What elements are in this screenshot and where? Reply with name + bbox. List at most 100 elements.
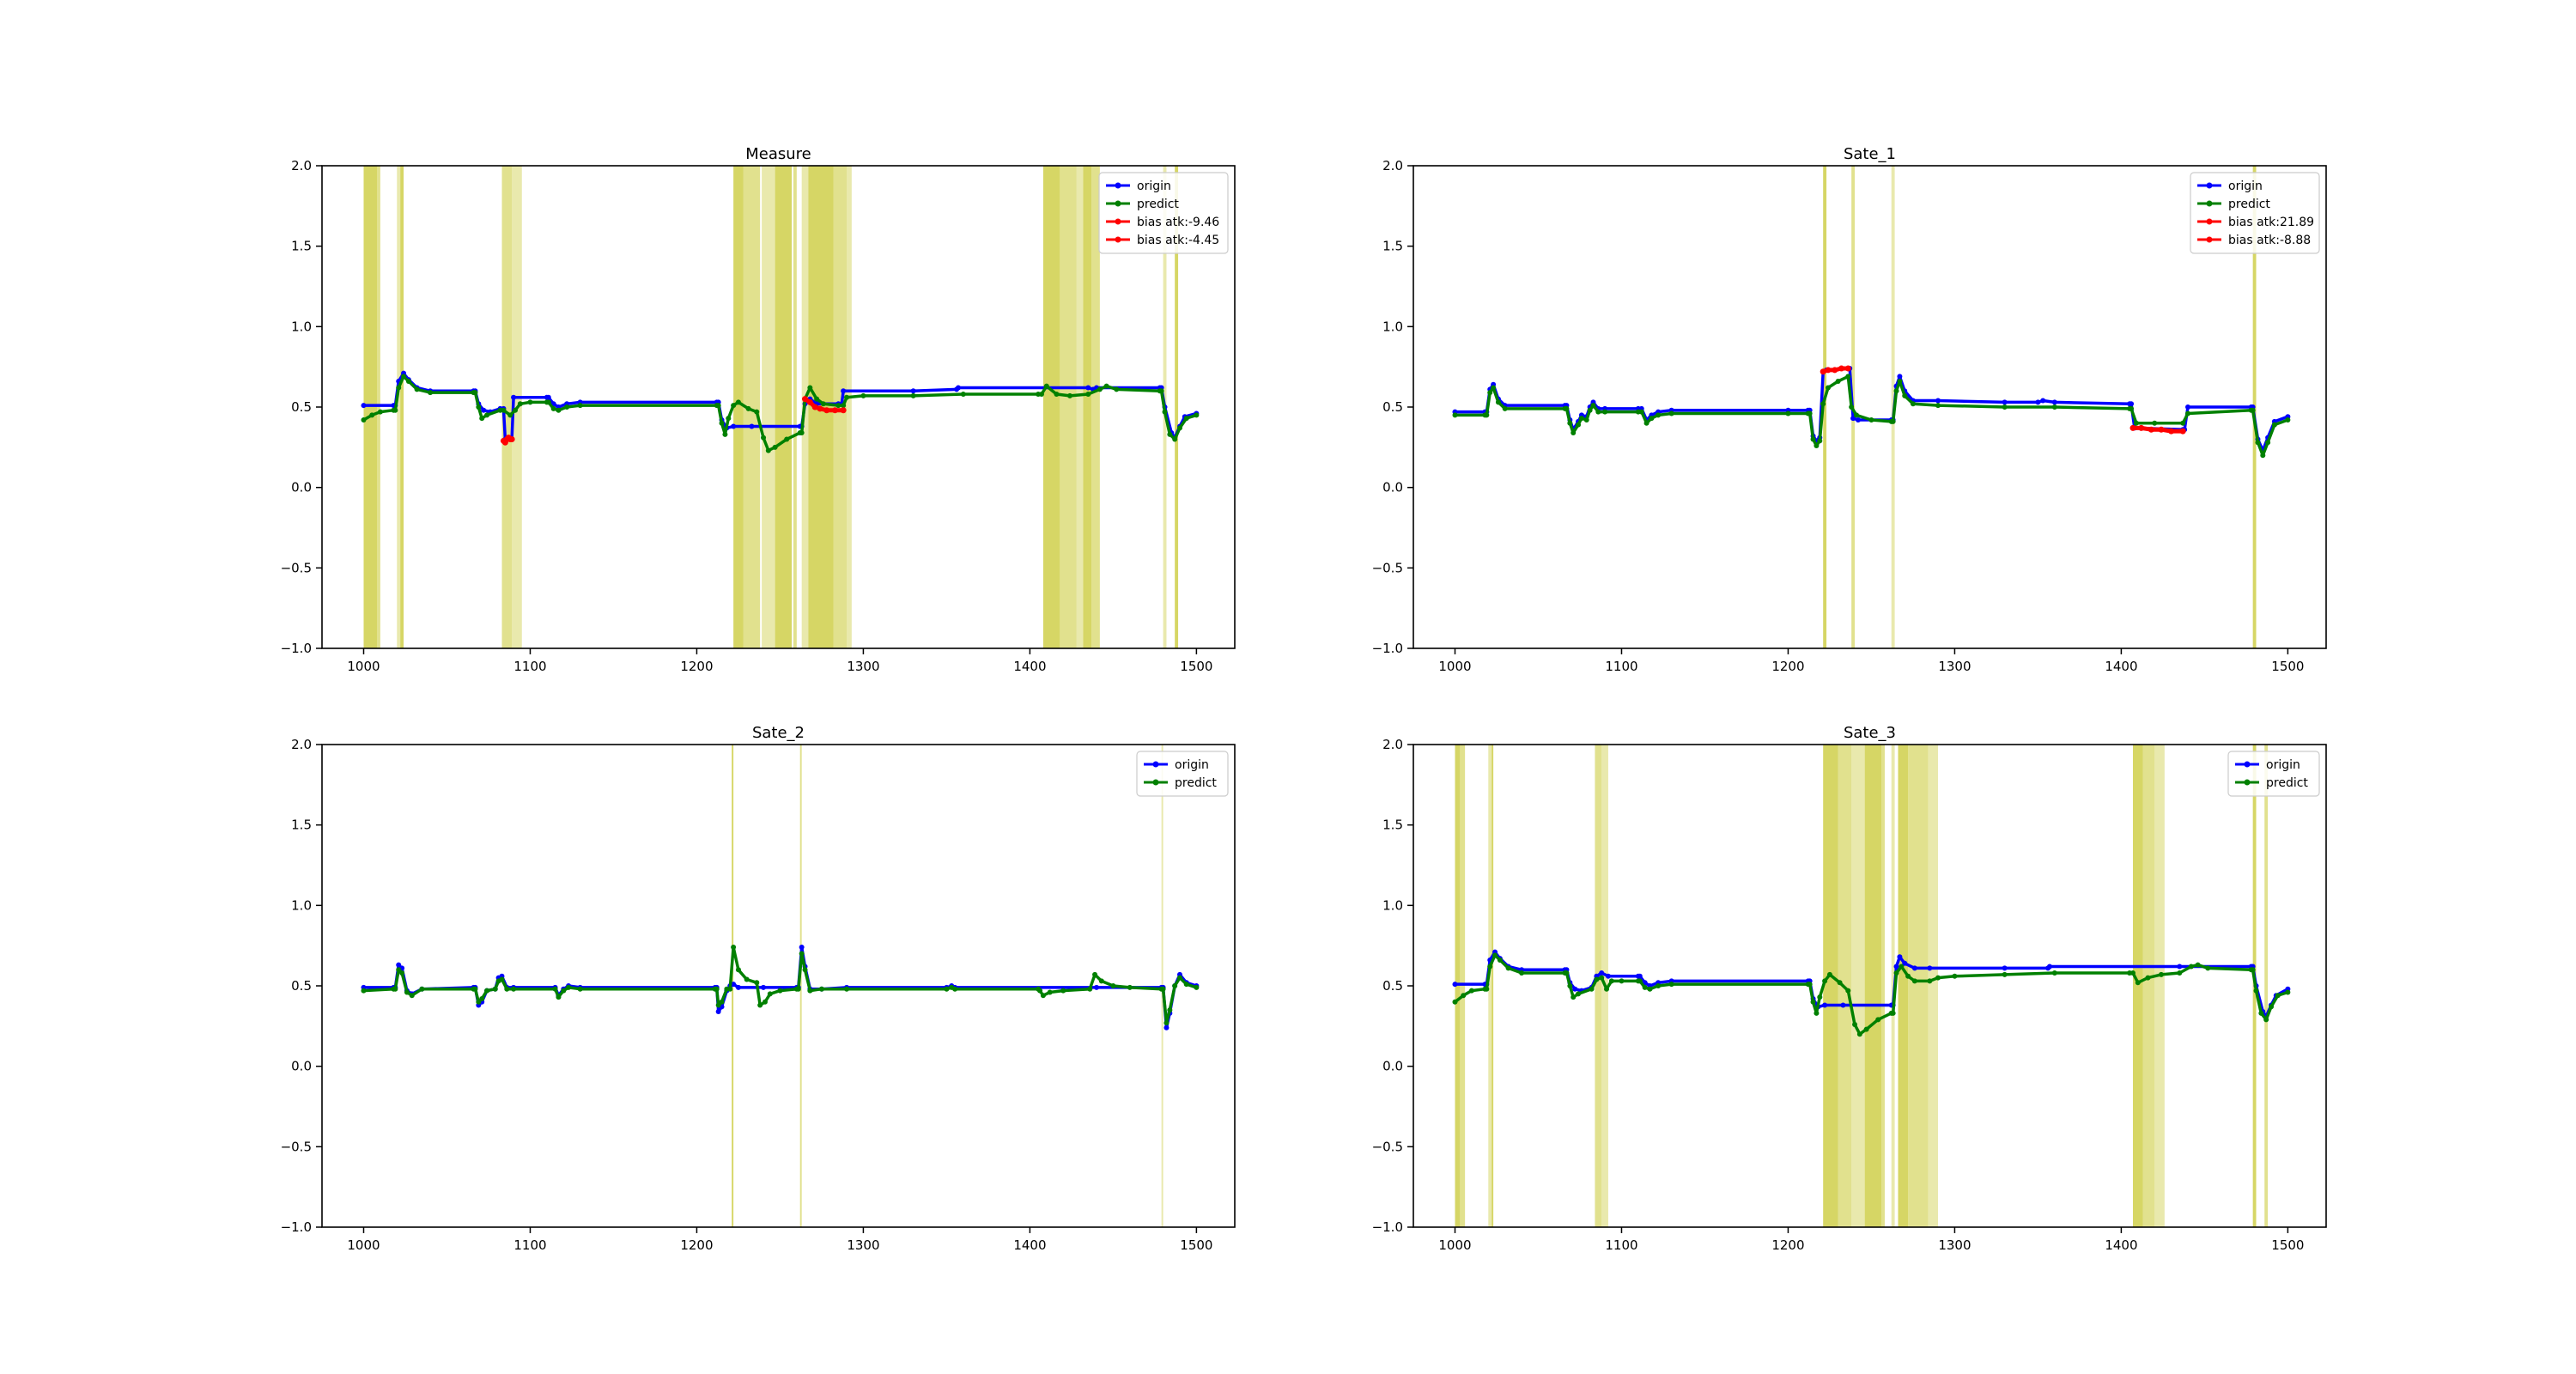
series-point-predict [527,399,533,405]
series-point-attack [2148,426,2154,433]
series-point-origin [731,423,737,429]
series-point-predict [2188,964,2194,970]
series-point-predict [2250,407,2256,413]
series-point-predict [492,986,498,992]
series-point-origin [1935,398,1941,404]
y-tick-label: 1.0 [291,897,312,913]
series-point-predict [1194,412,1200,418]
chart-title: Sate_2 [752,724,805,742]
series-point-attack [2158,426,2165,433]
legend-swatch-marker [2206,182,2213,189]
legend-swatch-marker [1152,779,1159,786]
series-point-predict [2253,988,2259,994]
series-point-origin [2129,401,2135,407]
y-tick-label: 0.5 [1382,978,1403,994]
x-tick-label: 1500 [1180,659,1212,674]
x-tick-label: 1500 [2271,1237,2304,1253]
legend-label: predict [1175,776,1217,790]
series-point-predict [799,951,805,957]
legend-swatch-marker [1115,236,1121,243]
y-tick-label: 2.0 [291,737,312,752]
series-point-predict [2051,404,2057,410]
series-point-origin [1599,970,1605,976]
series-point-predict [715,1002,721,1008]
legend-swatch-marker [2206,218,2213,225]
series-point-predict [1845,988,1851,994]
series-point-predict [556,407,562,413]
x-tick-label: 1000 [347,1237,380,1253]
series-point-predict [1952,973,1958,979]
legend-swatch-marker [1115,218,1121,225]
series-point-predict [1038,392,1044,398]
series-point-predict [2152,420,2158,426]
series-point-attack [1832,367,1838,374]
series-point-predict [392,986,398,992]
series-point-predict [1822,978,1828,984]
series-point-predict [714,986,720,992]
series-point-predict [361,416,367,423]
series-point-predict [1484,986,1490,992]
series-point-predict [754,980,760,986]
series-point-attack [840,407,847,414]
series-point-predict [405,379,411,385]
series-point-origin [2184,404,2190,410]
highlight-span [1823,166,1827,648]
legend-label: bias atk:21.89 [2228,216,2314,229]
series-point-predict [1087,986,1093,992]
series-point-predict [767,991,773,997]
series-line-origin [1455,367,2289,453]
series-point-predict [1643,420,1649,426]
series-point-predict [1576,991,1582,997]
series-point-attack [811,404,818,410]
series-point-predict [1060,988,1066,994]
highlight-span [2132,745,2143,1227]
series-point-predict [396,967,402,973]
series-point-predict [1594,976,1600,982]
series-point-predict [765,447,771,453]
x-tick-label: 1100 [513,1237,546,1253]
series-point-predict [1849,404,1855,410]
highlight-span [1881,745,1885,1227]
series-point-predict [401,374,407,380]
series-point-attack [508,435,515,442]
series-point-predict [2205,965,2211,971]
series-point-predict [1835,379,1841,385]
series-point-predict [396,385,402,391]
series-point-origin [1822,1002,1828,1008]
series-point-predict [1899,964,1905,970]
legend-label: predict [2228,198,2270,211]
series-point-predict [2002,404,2008,410]
series-point-predict [1519,970,1525,976]
legend: origin predict [2227,751,2320,797]
highlight-span [762,166,775,648]
series-point-predict [727,986,733,992]
x-tick-label: 1200 [680,659,713,674]
y-tick-label: 1.0 [1382,319,1403,334]
series-point-attack [2168,428,2175,435]
y-tick-label: −1.0 [1372,641,1403,656]
highlight-span [397,166,401,648]
series-point-predict [722,431,728,437]
x-tick-label: 1500 [2271,659,2304,674]
x-tick-label: 1100 [513,659,546,674]
series-point-predict [1814,442,1820,448]
series-point-predict [479,995,485,1001]
series-point-predict [1183,416,1189,422]
series-point-predict [860,392,866,398]
series-point-predict [1935,403,1941,409]
series-point-predict [1897,379,1903,385]
highlight-span [743,166,761,648]
highlight-span [1492,745,1494,1227]
series-point-predict [484,988,490,994]
series-point-predict [1927,978,1933,984]
series-point-predict [744,976,750,982]
series-point-predict [777,988,783,994]
x-tick-label: 1200 [680,1237,713,1253]
highlight-span [2142,745,2155,1227]
series-point-predict [1910,401,1916,407]
series-point-predict [513,407,519,413]
series-point-predict [566,984,572,990]
series-point-predict [784,436,790,442]
series-point-origin [2051,399,2057,405]
series-point-predict [1172,436,1178,442]
